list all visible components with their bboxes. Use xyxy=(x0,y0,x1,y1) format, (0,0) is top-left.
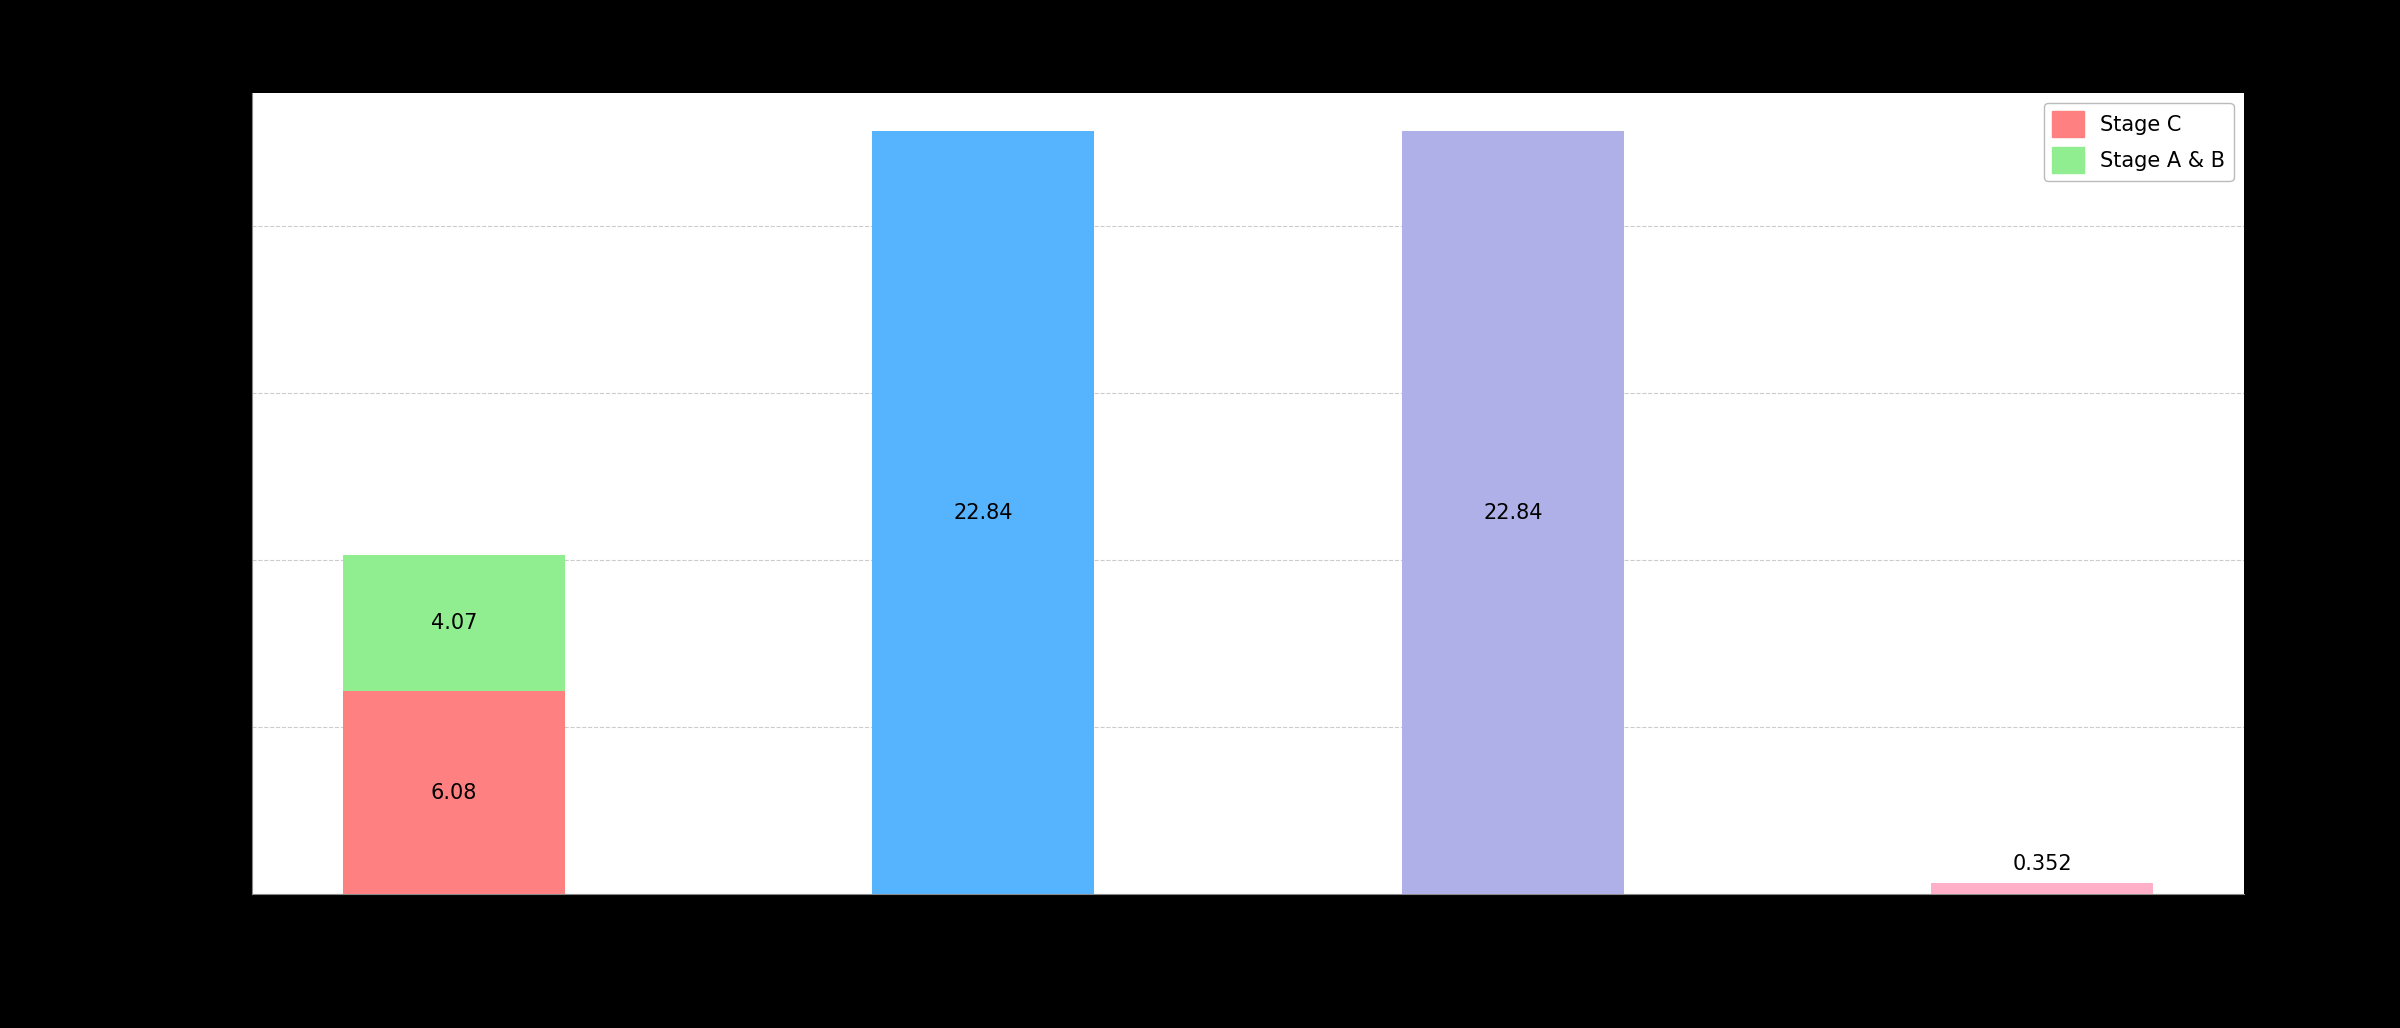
Text: 6.08: 6.08 xyxy=(430,782,478,803)
Legend: Stage C, Stage A & B: Stage C, Stage A & B xyxy=(2045,103,2234,181)
Text: 22.84: 22.84 xyxy=(953,503,1013,523)
Y-axis label: Inference Speed (seconds): Inference Speed (seconds) xyxy=(182,355,204,632)
Bar xyxy=(1932,883,2153,894)
Bar xyxy=(1402,132,1625,894)
Title: Inference Speed Comparison (Batch Size = 4): Inference Speed Comparison (Batch Size =… xyxy=(898,50,1598,79)
Text: 0.352: 0.352 xyxy=(2014,854,2071,874)
Text: 4.07: 4.07 xyxy=(430,614,478,633)
Bar xyxy=(871,132,1094,894)
Bar xyxy=(343,555,564,691)
Text: 22.84: 22.84 xyxy=(1483,503,1543,523)
Bar xyxy=(343,691,564,894)
